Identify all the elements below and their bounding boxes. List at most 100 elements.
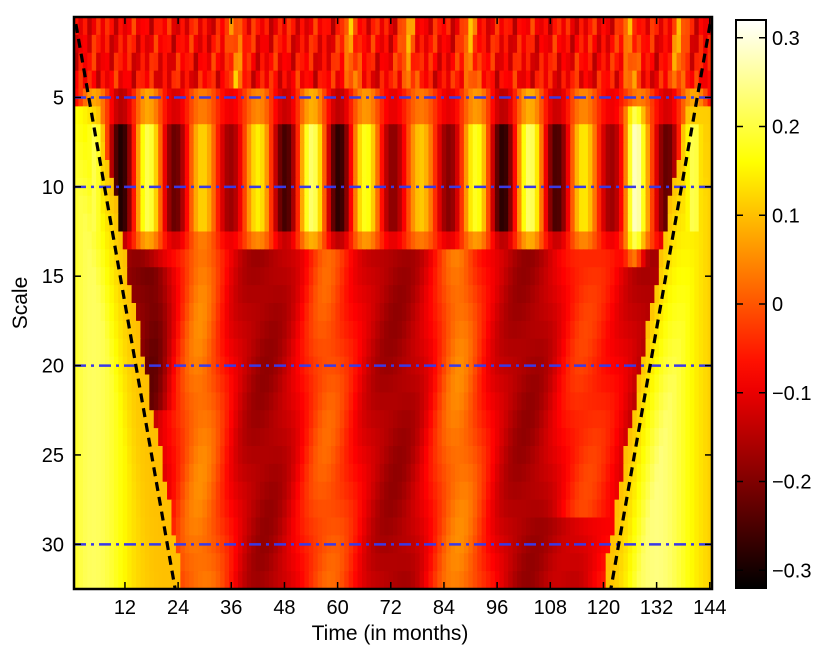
heatmap-cell [525,446,531,465]
heatmap-cell [175,231,181,250]
heatmap-cell [636,338,642,358]
heatmap-cell [667,463,673,483]
heatmap-cell [233,356,239,376]
heatmap-cell [184,303,190,322]
heatmap-cell [685,177,691,197]
heatmap-cell [680,517,687,536]
heatmap-cell [623,392,629,411]
heatmap-cell [180,463,186,483]
heatmap-cell [317,571,323,589]
heatmap-cell [277,106,283,125]
heatmap-cell [614,446,620,465]
heatmap-cell [503,517,509,536]
heatmap-cell [105,160,111,179]
heatmap-cell [486,88,492,107]
heatmap-cell [525,285,531,304]
heatmap-cell [304,374,310,393]
heatmap-cell [91,267,97,286]
heatmap-cell [180,249,186,268]
heatmap-cell [393,535,399,554]
heatmap-cell [530,463,536,483]
heatmap-cell [189,106,195,125]
heatmap-cell [113,70,119,90]
heatmap-cell [459,428,465,447]
heatmap-cell [410,213,416,233]
heatmap-cell [242,124,248,143]
heatmap-cell [91,481,97,501]
heatmap-cell [614,517,620,536]
heatmap-cell [353,285,359,304]
heatmap-cell [455,285,461,304]
heatmap-cell [410,356,416,376]
heatmap-cell [295,463,301,483]
heatmap-cell [330,160,336,179]
heatmap-cell [548,285,554,304]
heatmap-cell [455,374,461,393]
heatmap-cell [370,249,376,268]
heatmap-cell [415,446,421,465]
heatmap-cell [530,249,536,268]
heatmap-cell [144,124,150,143]
heatmap-cell [127,231,133,250]
heatmap-cell [282,499,288,519]
heatmap-cell [193,34,199,54]
heatmap-cell [583,52,589,72]
heatmap-cell [291,338,297,358]
heatmap-cell [406,374,412,393]
heatmap-cell [432,374,438,393]
heatmap-cell [184,535,190,554]
heatmap-cell [397,249,403,268]
heatmap-cell [463,517,469,536]
heatmap-cell [286,249,292,268]
heatmap-cell [570,535,576,554]
heatmap-cell [680,446,687,465]
heatmap-cell [707,463,712,483]
heatmap-cell [136,124,142,143]
heatmap-cell [322,213,328,233]
heatmap-cell [561,88,567,107]
heatmap-cell [614,481,620,501]
heatmap-cell [136,410,142,429]
heatmap-cell [304,17,310,36]
heatmap-cell [592,106,598,125]
heatmap-cell [299,249,305,268]
heatmap-cell [614,267,620,286]
heatmap-cell [344,517,350,536]
heatmap-cell [512,249,518,268]
heatmap-cell [233,392,239,411]
heatmap-cell [353,231,359,250]
heatmap-cell [548,124,554,143]
heatmap-cell [140,160,146,179]
heatmap-cell [255,160,261,179]
heatmap-cell [260,553,266,572]
heatmap-cell [375,410,381,429]
heatmap-cell [437,571,443,589]
heatmap-cell [499,34,505,54]
heatmap-cell [291,285,297,304]
heatmap-cell [246,517,252,536]
heatmap-cell [565,70,571,90]
heatmap-cell [153,52,159,72]
heatmap-cell [91,88,97,107]
heatmap-cell [534,392,540,411]
heatmap-cell [224,392,230,411]
heatmap-cell [388,142,394,161]
heatmap-cell [388,52,394,72]
heatmap-cell [459,338,465,358]
heatmap-cell [521,392,527,411]
heatmap-cell [415,106,421,125]
heatmap-cell [627,142,633,161]
heatmap-cell [193,446,199,465]
heatmap-cell [357,303,363,322]
heatmap-cell [530,392,536,411]
heatmap-cell [605,142,611,161]
heatmap-cell [685,553,691,572]
heatmap-cell [698,124,704,143]
heatmap-cell [459,177,465,197]
heatmap-cell [601,463,607,483]
heatmap-cell [548,160,554,179]
heatmap-cell [455,392,461,411]
heatmap-cell [153,34,159,54]
heatmap-cell [428,338,434,358]
heatmap-cell [348,231,354,250]
